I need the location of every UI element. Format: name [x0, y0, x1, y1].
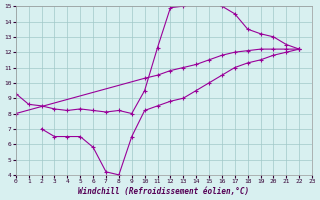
X-axis label: Windchill (Refroidissement éolien,°C): Windchill (Refroidissement éolien,°C) — [78, 187, 250, 196]
